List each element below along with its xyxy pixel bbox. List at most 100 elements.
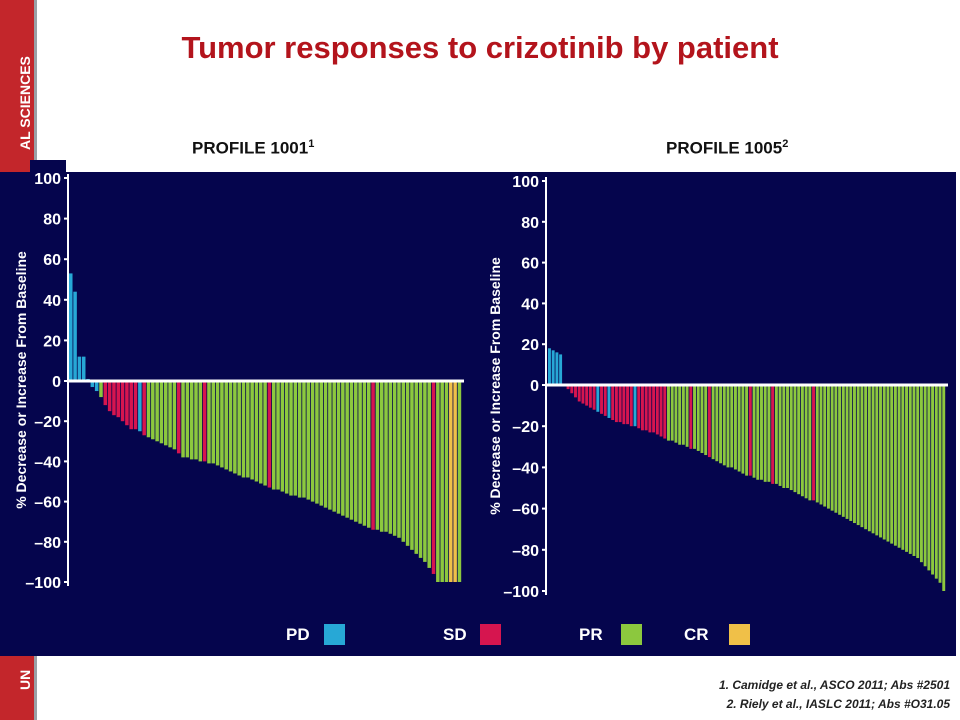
bar-sd xyxy=(614,385,618,423)
chart-title-profile-1005: PROFILE 10052 xyxy=(666,138,788,159)
bar-pr xyxy=(323,381,328,508)
bar-pr xyxy=(823,385,827,507)
bar-pr xyxy=(767,385,771,482)
y-tick-label: 80 xyxy=(43,212,61,229)
bar-pr xyxy=(782,385,786,488)
bar-pr xyxy=(250,381,254,480)
bar-sd xyxy=(648,385,652,433)
bar-sd xyxy=(107,381,112,412)
bar-pr xyxy=(341,381,345,516)
bar-pr xyxy=(726,385,730,468)
bar-pr xyxy=(241,381,246,478)
y-tick-label: –60 xyxy=(34,495,61,512)
bar-pr xyxy=(181,381,185,458)
bar-pr xyxy=(284,381,289,494)
bar-pr xyxy=(793,385,797,493)
bar-pr xyxy=(693,385,696,449)
legend-label-cr: CR xyxy=(684,625,709,644)
bar-sd xyxy=(644,385,648,431)
bar-pr xyxy=(349,381,354,520)
bar-pr xyxy=(414,381,419,554)
y-tick-label: 80 xyxy=(521,215,539,232)
bar-sd xyxy=(577,385,581,402)
bar-pr xyxy=(336,381,341,514)
bar-pr xyxy=(310,381,315,502)
bar-pr xyxy=(423,381,427,562)
chart-title-text: PROFILE 1005 xyxy=(666,138,783,158)
slide-title: Tumor responses to crizotinib by patient xyxy=(181,30,779,65)
bar-pr xyxy=(379,381,384,532)
bar-pr xyxy=(306,381,311,500)
bar-pr xyxy=(159,381,164,444)
bar-pr xyxy=(730,385,734,468)
bar-pr xyxy=(934,385,938,579)
bar-pr xyxy=(678,385,682,445)
bar-pr xyxy=(752,385,756,478)
bar-pr xyxy=(259,381,263,484)
side-label-top: AL SCIENCES xyxy=(17,56,33,150)
y-axis-title: % Decrease or Increase From Baseline xyxy=(13,251,29,509)
bar-pr xyxy=(860,385,864,528)
bar-pr xyxy=(722,385,726,466)
bar-pr xyxy=(246,381,250,478)
bar-pd xyxy=(551,350,555,385)
bar-sd xyxy=(371,381,375,530)
y-tick-label: –60 xyxy=(512,502,539,519)
bar-pr xyxy=(237,381,241,476)
bar-pr xyxy=(800,385,804,497)
bar-pr xyxy=(444,381,449,582)
legend-label-sd: SD xyxy=(443,625,467,644)
bar-sd xyxy=(176,381,181,454)
bar-pr xyxy=(436,381,440,582)
y-tick-label: –40 xyxy=(34,454,61,471)
y-tick-label: –20 xyxy=(512,419,539,436)
bar-pr xyxy=(871,385,875,534)
bar-sd xyxy=(640,385,644,431)
bar-pr xyxy=(189,381,194,460)
bar-pr xyxy=(263,381,267,486)
bar-pr xyxy=(194,381,198,460)
bar-sd xyxy=(611,385,615,421)
y-tick-label: –80 xyxy=(34,535,61,552)
bar-pd xyxy=(555,352,559,385)
bar-pr xyxy=(826,385,830,509)
bar-pd xyxy=(90,381,95,388)
bar-pr xyxy=(879,385,882,538)
waterfall-charts-svg: 100 80 60 40 20 0 –20 –40 –60 –80 –100 % Decrease o… xyxy=(13,172,948,645)
legend-label-pr: PR xyxy=(579,625,603,644)
bar-sd xyxy=(626,385,630,425)
bar-pr xyxy=(457,381,462,582)
bar-sd xyxy=(267,381,272,488)
bar-pr xyxy=(845,385,849,519)
bar-pd xyxy=(633,385,637,427)
bar-pr xyxy=(271,381,276,490)
bar-pr xyxy=(168,381,172,448)
bar-pr xyxy=(392,381,397,536)
bar-pd xyxy=(596,385,600,412)
bar-sd xyxy=(618,385,622,423)
bar-sd xyxy=(566,385,570,390)
bar-pr xyxy=(908,385,912,554)
bar-pr xyxy=(410,381,414,550)
bar-pr xyxy=(819,385,823,505)
bar-pr xyxy=(280,381,285,492)
bar-pr xyxy=(315,381,319,504)
bar-pr xyxy=(99,381,103,398)
y-tick-label: 20 xyxy=(521,337,539,354)
legend-label-pd: PD xyxy=(286,625,310,644)
bar-sd xyxy=(120,381,125,422)
bar-pr xyxy=(289,381,293,496)
bar-sd xyxy=(588,385,592,408)
bar-pr xyxy=(220,381,224,468)
bar-sd xyxy=(431,381,436,574)
bar-pd xyxy=(548,348,551,385)
bar-pr xyxy=(397,381,401,538)
bar-pr xyxy=(384,381,388,532)
bar-pr xyxy=(834,385,838,513)
bar-sd xyxy=(125,381,129,426)
side-label-bottom: UN xyxy=(17,669,33,690)
bar-pr xyxy=(815,385,819,503)
bar-pr xyxy=(745,385,749,476)
bar-sd xyxy=(103,381,108,406)
bar-sd xyxy=(112,381,116,416)
